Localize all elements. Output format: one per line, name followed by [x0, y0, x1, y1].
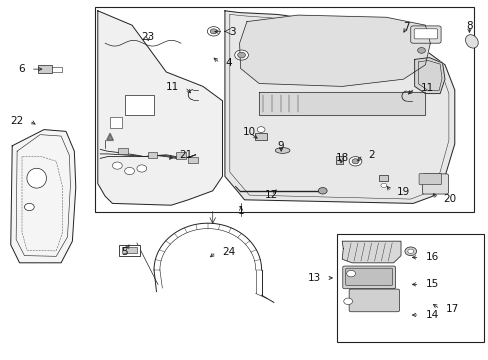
Polygon shape — [414, 58, 444, 94]
Text: 6: 6 — [18, 64, 25, 74]
Text: 21: 21 — [179, 150, 192, 160]
Text: 17: 17 — [445, 304, 458, 314]
FancyBboxPatch shape — [342, 266, 395, 289]
Bar — [52, 67, 62, 72]
Circle shape — [124, 167, 134, 175]
Text: 7: 7 — [403, 22, 409, 32]
Polygon shape — [259, 92, 425, 115]
Circle shape — [404, 247, 416, 256]
Polygon shape — [239, 15, 429, 86]
Circle shape — [346, 270, 355, 277]
FancyBboxPatch shape — [418, 174, 441, 185]
Circle shape — [207, 27, 220, 36]
Polygon shape — [106, 133, 113, 140]
Polygon shape — [342, 241, 400, 263]
Ellipse shape — [275, 148, 289, 153]
Text: 4: 4 — [225, 58, 232, 68]
Bar — [119, 245, 140, 256]
Text: 13: 13 — [307, 273, 320, 283]
Ellipse shape — [465, 35, 477, 48]
Text: 5: 5 — [121, 247, 128, 257]
Text: 1: 1 — [237, 206, 244, 216]
Text: 24: 24 — [222, 247, 235, 257]
Circle shape — [343, 298, 352, 305]
Circle shape — [210, 29, 217, 34]
Bar — [122, 247, 137, 253]
Bar — [255, 133, 267, 140]
Bar — [337, 234, 483, 342]
Bar — [379, 175, 387, 181]
FancyBboxPatch shape — [348, 289, 399, 312]
Text: 15: 15 — [425, 279, 438, 289]
Polygon shape — [224, 11, 454, 203]
Text: 22: 22 — [10, 116, 23, 126]
Text: 20: 20 — [443, 194, 456, 204]
Circle shape — [24, 203, 34, 211]
Circle shape — [351, 159, 358, 164]
Circle shape — [257, 127, 264, 132]
Text: 8: 8 — [465, 21, 472, 31]
Text: 19: 19 — [396, 186, 409, 197]
Text: 12: 12 — [264, 190, 278, 201]
Bar — [118, 148, 128, 154]
Circle shape — [407, 249, 413, 253]
Text: 16: 16 — [425, 252, 438, 262]
Ellipse shape — [27, 168, 46, 188]
Text: 23: 23 — [141, 32, 155, 42]
Circle shape — [137, 165, 146, 172]
Text: 3: 3 — [229, 27, 236, 37]
Circle shape — [380, 183, 386, 188]
Text: 11: 11 — [420, 83, 433, 93]
Text: 9: 9 — [277, 141, 284, 151]
Bar — [38, 65, 52, 73]
FancyBboxPatch shape — [413, 29, 437, 39]
Circle shape — [318, 188, 326, 194]
Text: 2: 2 — [368, 150, 375, 160]
Circle shape — [234, 50, 248, 60]
Text: 18: 18 — [335, 153, 348, 163]
Circle shape — [417, 48, 425, 53]
Bar — [124, 95, 154, 115]
Text: 14: 14 — [425, 310, 438, 320]
FancyBboxPatch shape — [410, 26, 440, 43]
Bar — [95, 7, 473, 212]
FancyBboxPatch shape — [422, 174, 447, 194]
Text: 10: 10 — [243, 127, 255, 138]
Circle shape — [348, 157, 361, 166]
Circle shape — [237, 52, 245, 58]
Bar — [176, 152, 185, 159]
Bar — [188, 157, 198, 163]
Bar — [110, 117, 122, 128]
Text: 11: 11 — [165, 82, 179, 92]
Bar — [336, 156, 343, 164]
Polygon shape — [98, 11, 222, 205]
Polygon shape — [11, 130, 76, 263]
FancyBboxPatch shape — [345, 268, 392, 285]
Bar — [147, 152, 157, 158]
Circle shape — [112, 162, 122, 169]
